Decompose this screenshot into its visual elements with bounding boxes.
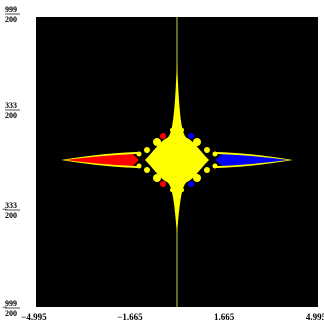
fractal-bud: [212, 151, 218, 157]
right-lobe-edge: [216, 152, 293, 168]
x-tick-label: −4.995: [21, 312, 47, 322]
x-tick-label: 4.995: [306, 312, 324, 322]
y-tick-denominator: 200: [5, 211, 17, 220]
fractal-bud: [136, 151, 142, 157]
red-left-region: [65, 153, 139, 167]
fractal-bud: [180, 188, 184, 192]
fractal-bud: [153, 138, 161, 146]
y-tick-denominator: 200: [5, 309, 17, 318]
left-lobe-edge: [61, 152, 138, 168]
x-tick-label: −1.665: [117, 312, 143, 322]
fractal-bud: [193, 138, 201, 146]
plot-area: [36, 17, 318, 307]
y-tick-denominator: 200: [5, 15, 17, 24]
fractal-bud: [160, 133, 166, 139]
fractal-bud: [212, 163, 218, 169]
y-tick-numerator: 999: [5, 5, 17, 14]
y-tick-numerator: 999: [5, 299, 17, 308]
fractal-bud: [180, 128, 184, 132]
fractal-bud: [153, 174, 161, 182]
blue-right-region: [215, 154, 289, 166]
yellow-central-region: [145, 60, 209, 235]
y-tick-denominator: 200: [5, 111, 17, 120]
fractal-bud: [188, 133, 194, 139]
fractal-bud: [144, 167, 150, 173]
y-tick-sign: −: [2, 204, 7, 214]
y-tick-numerator: 333: [5, 101, 17, 110]
fractal-bud: [160, 181, 166, 187]
x-axis: −4.995 −1.665 1.665 4.995: [21, 312, 324, 322]
fractal-bud: [188, 181, 194, 187]
y-tick-numerator: 333: [5, 201, 17, 210]
fractal-bud: [170, 188, 174, 192]
fractal-bud: [193, 174, 201, 182]
fractal-bud: [170, 128, 174, 132]
x-tick-label: 1.665: [214, 312, 235, 322]
fractal-bud: [204, 147, 210, 153]
fractal-bud: [136, 163, 142, 169]
y-tick-sign: −: [2, 302, 7, 312]
fractal-bud: [144, 147, 150, 153]
fractal-bud: [204, 167, 210, 173]
